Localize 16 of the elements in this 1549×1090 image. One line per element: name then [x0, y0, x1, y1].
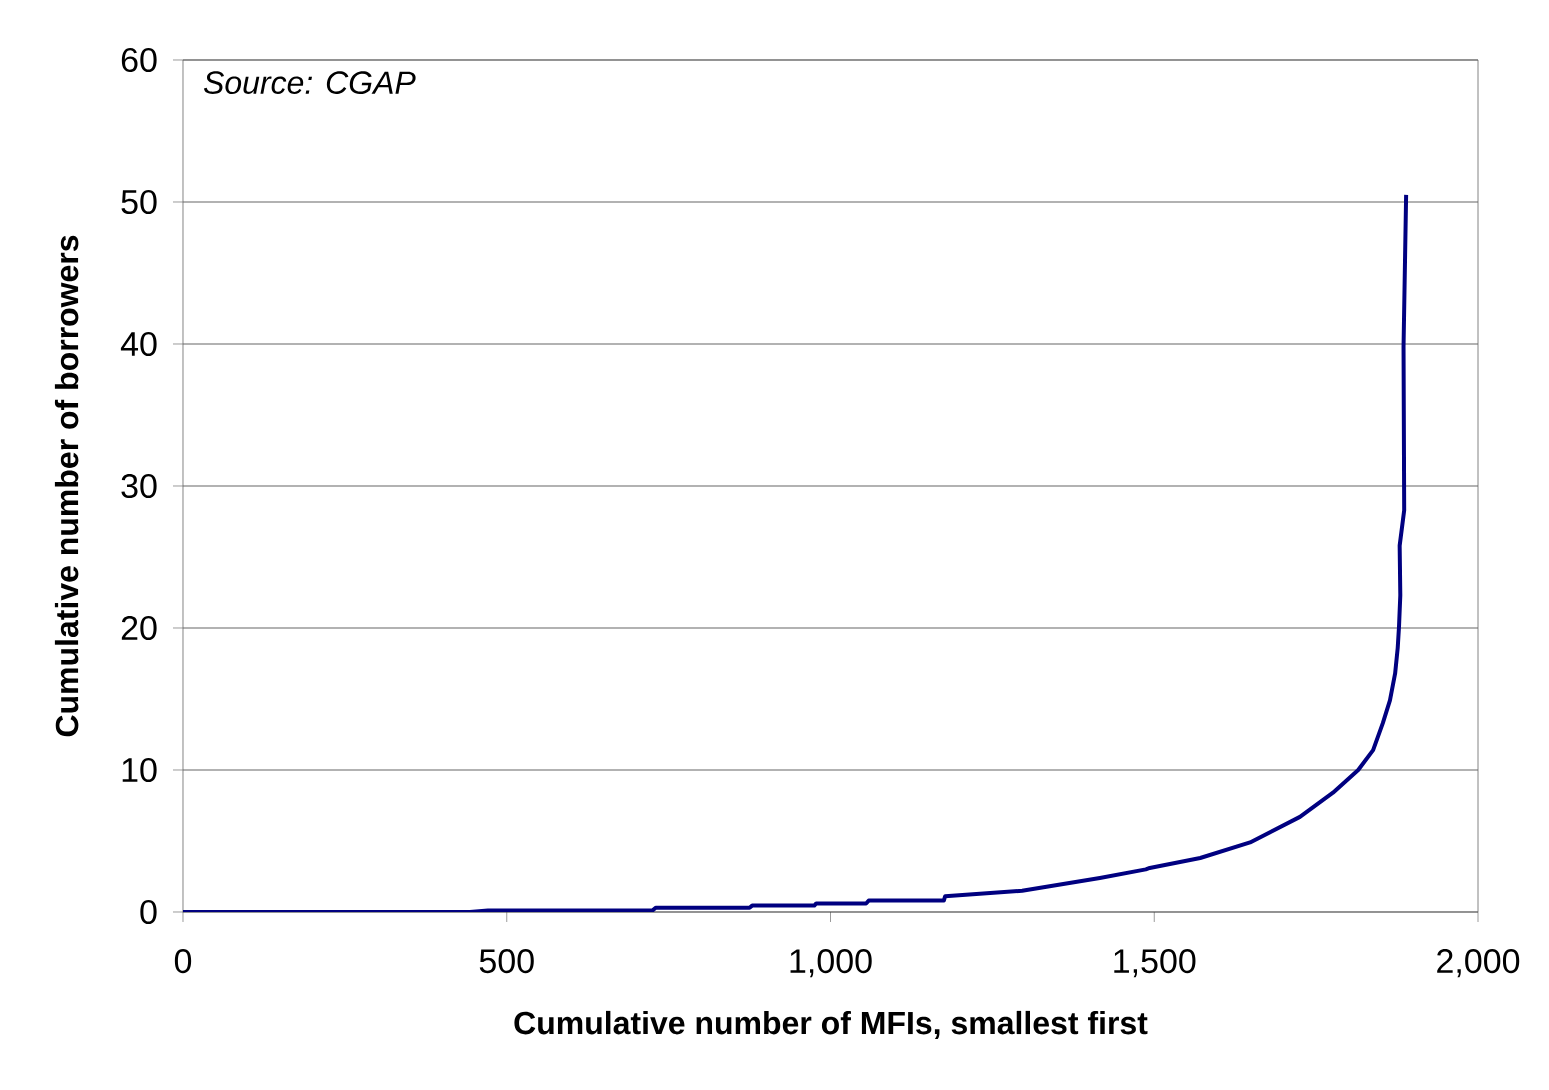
- y-tick-label: 0: [140, 899, 157, 925]
- x-tick-label: 2,000: [1437, 949, 1520, 978]
- y-tick-label: 40: [120, 331, 157, 357]
- y-tick-label: 30: [121, 473, 157, 499]
- annotation: Source: CGAP: [203, 71, 416, 94]
- x-tick-label: 1,000: [790, 949, 872, 978]
- x-tick-label: 500: [479, 949, 534, 974]
- x-axis-title: Cumulative number of MFIs, smallest first: [514, 1010, 1148, 1040]
- y-tick-label: 50: [121, 189, 157, 215]
- y-tick-label: 60: [121, 47, 157, 73]
- y-tick-label: 20: [121, 615, 157, 641]
- x-tick-label: 0: [174, 949, 192, 974]
- y-tick-label: 10: [122, 757, 157, 783]
- line-series: [183, 192, 1409, 912]
- y-axis-title: Cumulative number of borrowers: [54, 235, 79, 737]
- x-tick-label: 1,500: [1114, 949, 1196, 978]
